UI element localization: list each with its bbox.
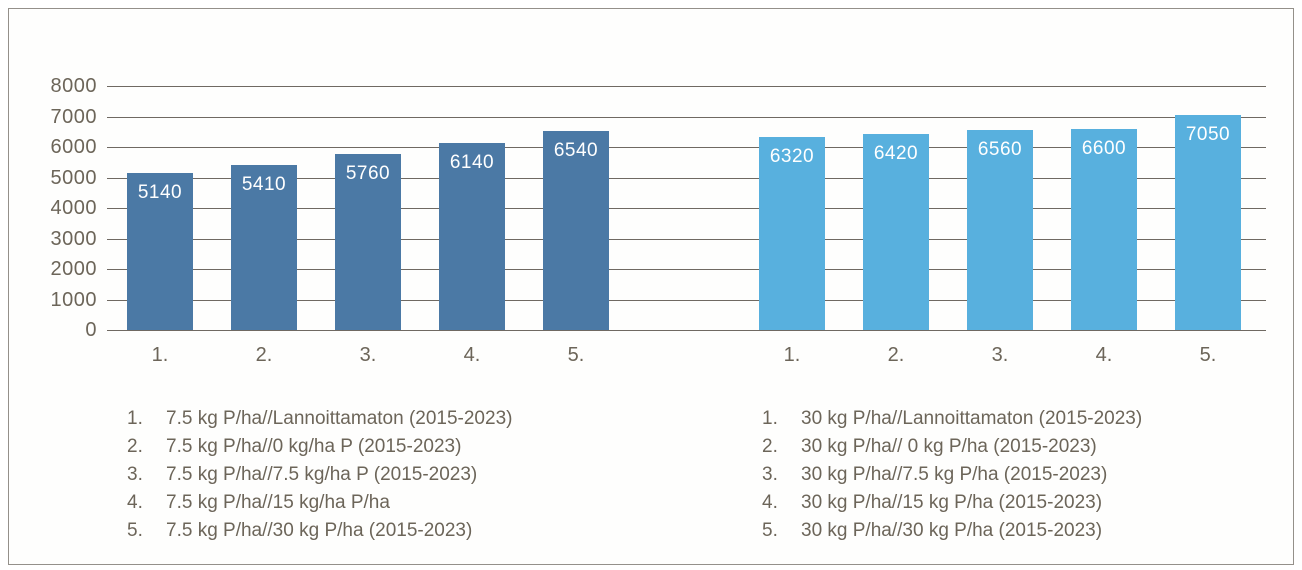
- y-tick-label: 1000: [50, 288, 97, 311]
- gridline-2000: [107, 269, 1266, 270]
- bar: 5140 1.: [127, 173, 193, 366]
- bar: 6420 2.: [863, 134, 929, 366]
- gridline-1000: [107, 299, 1266, 301]
- x-tick-label: 3.: [359, 344, 377, 366]
- bar: 5410 2.: [231, 165, 297, 366]
- legend-item-number: 2.: [762, 436, 778, 457]
- bar-value-label: 6560: [977, 139, 1023, 160]
- legend-item-label: 30 kg P/ha//30 kg P/ha (2015-2023): [801, 520, 1103, 541]
- legend-left-column: 1. 7.5 kg P/ha//Lannoittamaton (2015-2023…: [127, 405, 687, 545]
- legend-item-number: 3.: [762, 464, 778, 485]
- x-tick-label: 5.: [567, 344, 585, 366]
- x-tick-label: 4.: [1095, 344, 1113, 366]
- gridline-5000: [107, 177, 1266, 179]
- legend-item-label: 7.5 kg P/ha//0 kg/ha P (2015-2023): [166, 436, 462, 457]
- legend-item: 2. 7.5 kg P/ha//0 kg/ha P (2015-2023): [127, 433, 687, 461]
- legend-item-number: 3.: [127, 464, 143, 485]
- gridline-3000: [107, 238, 1266, 240]
- bar: 6560 3.: [967, 130, 1033, 366]
- legend-item: 4. 7.5 kg P/ha//15 kg/ha P/ha: [127, 489, 687, 517]
- gridline-6000: [107, 147, 1266, 148]
- x-tick-label: 1.: [783, 344, 801, 366]
- bar: 6600 4.: [1071, 129, 1137, 366]
- legend-item: 1. 7.5 kg P/ha//Lannoittamaton (2015-2023…: [127, 405, 687, 433]
- bar-value-label: 6600: [1081, 138, 1127, 159]
- y-tick-label: 5000: [50, 166, 97, 189]
- x-tick-label: 1.: [151, 344, 169, 366]
- legend-item-label: 7.5 kg P/ha//Lannoittamaton (2015-2023): [166, 408, 513, 429]
- x-tick-label: 3.: [991, 344, 1009, 366]
- bar-group-30-kg: 6320 1. 6420 2. 6560 3. 6600 4. 7050 5.: [759, 86, 1241, 366]
- gridline-7000: [107, 116, 1266, 118]
- bar-value-label: 5410: [241, 174, 287, 195]
- legend-item: 3. 30 kg P/ha//7.5 kg P/ha (2015-2023): [762, 461, 1302, 489]
- legend-item-label: 7.5 kg P/ha//15 kg/ha P/ha: [166, 492, 390, 513]
- y-tick-label: 6000: [50, 136, 97, 158]
- bar: 7050 5.: [1175, 115, 1241, 366]
- bar-value-label: 6420: [873, 143, 919, 164]
- legend-right-column: 1. 30 kg P/ha//Lannoittamaton (2015-2023)…: [762, 405, 1302, 545]
- bar: 6140 4.: [439, 143, 505, 366]
- legend-item-label: 30 kg P/ha//15 kg P/ha (2015-2023): [801, 492, 1103, 513]
- bar-value-label: 6540: [553, 140, 599, 161]
- gridline-0: [107, 330, 1266, 331]
- bar-value-label: 6320: [769, 146, 815, 167]
- legend-item-number: 1.: [762, 408, 778, 429]
- legend-item-label: 30 kg P/ha// 0 kg P/ha (2015-2023): [801, 436, 1097, 457]
- legend-item-label: 7.5 kg P/ha//7.5 kg/ha P (2015-2023): [166, 464, 478, 485]
- bar-group-7-5-kg: 5140 1. 5410 2. 5760 3. 6140 4. 6540 5.: [127, 86, 609, 366]
- legend-item-label: 30 kg P/ha//Lannoittamaton (2015-2023): [801, 408, 1143, 429]
- y-tick-label: 0: [85, 319, 97, 341]
- gridline-4000: [107, 208, 1266, 209]
- legend-item-number: 4.: [127, 492, 143, 513]
- legend-item: 2. 30 kg P/ha// 0 kg P/ha (2015-2023): [762, 433, 1302, 461]
- x-tick-label: 2.: [255, 344, 273, 366]
- legend-item-label: 30 kg P/ha//7.5 kg P/ha (2015-2023): [801, 464, 1108, 485]
- bar: 6320 1.: [759, 137, 825, 366]
- legend-item: 1. 30 kg P/ha//Lannoittamaton (2015-2023): [762, 405, 1302, 433]
- bar-value-label: 5760: [345, 163, 391, 184]
- x-tick-label: 4.: [463, 344, 481, 366]
- y-tick-label: 8000: [50, 75, 97, 97]
- legend-item-label: 7.5 kg P/ha//30 kg P/ha (2015-2023): [166, 520, 473, 541]
- legend-item-number: 1.: [127, 408, 143, 429]
- legend-item: 5. 30 kg P/ha//30 kg P/ha (2015-2023): [762, 517, 1302, 545]
- y-tick-label: 3000: [50, 227, 97, 250]
- chart-frame: 8000 7000 6000 5000 4000 3000 2000 1000 0 5140 1.…: [8, 8, 1294, 565]
- y-tick-label: 7000: [50, 105, 97, 128]
- legend-item-number: 5.: [762, 520, 778, 541]
- legend-item-number: 2.: [127, 436, 143, 457]
- legend-item: 3. 7.5 kg P/ha//7.5 kg/ha P (2015-2023): [127, 461, 687, 489]
- bar-value-label: 5140: [137, 182, 183, 203]
- bar: 5760 3.: [335, 154, 401, 366]
- y-tick-label: 4000: [50, 197, 97, 219]
- legend-item-number: 5.: [127, 520, 143, 541]
- y-axis: 8000 7000 6000 5000 4000 3000 2000 1000 0: [27, 75, 97, 341]
- bar: 6540 5.: [543, 131, 609, 366]
- x-tick-label: 2.: [887, 344, 905, 366]
- legend-item-number: 4.: [762, 492, 778, 513]
- gridline-8000: [107, 86, 1266, 87]
- legend-item: 4. 30 kg P/ha//15 kg P/ha (2015-2023): [762, 489, 1302, 517]
- bar-value-label: 6140: [449, 152, 495, 173]
- legend-item: 5. 7.5 kg P/ha//30 kg P/ha (2015-2023): [127, 517, 687, 545]
- plot-area: 5140 1. 5410 2. 5760 3. 6140 4. 6540 5. 6320 1. 642…: [107, 86, 1266, 366]
- y-tick-label: 2000: [50, 258, 97, 280]
- bar-value-label: 7050: [1185, 124, 1231, 145]
- x-tick-label: 5.: [1199, 344, 1217, 366]
